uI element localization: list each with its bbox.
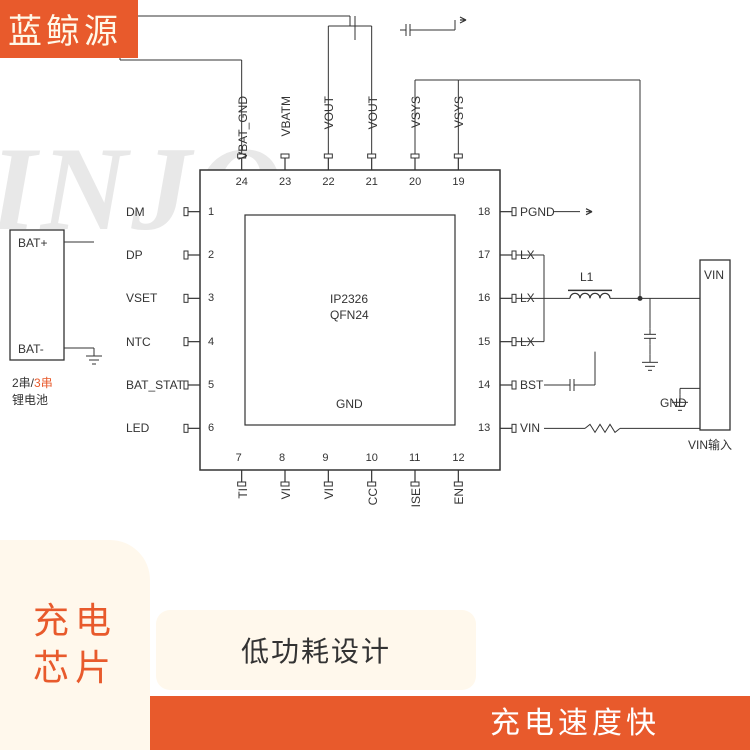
battery-caption: 2串/3串锂电池 (12, 374, 53, 408)
feature-text-2: 充电速度快 (490, 698, 660, 742)
chip-gnd: GND (336, 397, 363, 411)
feature-box-1: 低功耗设计 (156, 610, 476, 690)
gnd-label: GND (660, 396, 687, 410)
bat-minus: BAT- (18, 342, 44, 356)
inductor-label: L1 (580, 270, 593, 284)
left-panel: 充电 芯片 (0, 540, 150, 750)
vin-label: VIN (704, 268, 724, 282)
chip-package: QFN24 (330, 308, 369, 322)
vin-input-label: VIN输入 (688, 436, 732, 453)
brand-title: 蓝鲸源 (8, 4, 122, 53)
bat-plus: BAT+ (18, 236, 47, 250)
product-line-1: 充电 (33, 598, 117, 645)
product-line-2: 芯片 (33, 645, 117, 692)
chip-name: IP2326 (330, 292, 368, 306)
feature-text-1: 低功耗设计 (241, 630, 391, 670)
